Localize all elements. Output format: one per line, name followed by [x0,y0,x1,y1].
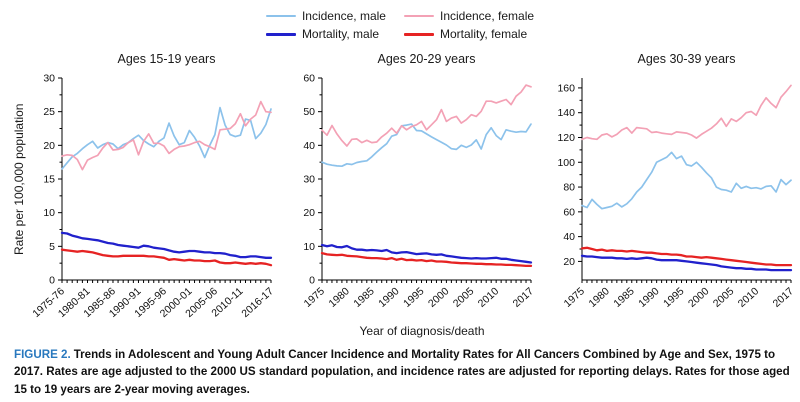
x-tick-label: 1975 [302,285,328,310]
mortality-female-line [320,251,533,268]
y-tick-label: 20 [43,140,55,152]
incidence-female-line [61,100,272,171]
y-tick-label: 120 [557,132,575,144]
x-tick-label: 1980 [326,285,352,310]
axes [318,77,532,283]
panel-title: Ages 15-19 years [117,52,216,66]
x-tick-label: 2005 [711,285,737,310]
mortality-female-line [580,246,793,267]
x-tick-label: 2000 [426,285,452,310]
x-tick-label: 2010 [736,285,762,310]
legend-item-mortality-female: Mortality, female [403,27,534,41]
y-tick-label: 0 [49,275,55,287]
axes [578,78,792,283]
x-tick-label: 1980 [586,285,612,310]
x-tick-label: 1995 [401,285,427,310]
y-tick-label: 20 [303,207,315,219]
y-tick-label: 60 [563,206,575,218]
x-axis-title: Year of diagnosis/death [359,324,485,338]
figure-label: FIGURE 2. [14,348,71,361]
x-tick-label: 2017 [771,285,797,310]
chart-legend: Incidence, male Incidence, female Mortal… [0,9,800,41]
mortality-male-line-swatch [265,32,296,36]
y-tick-label: 100 [557,157,575,169]
y-tick-label: 160 [557,82,575,94]
y-tick-label: 140 [557,107,575,119]
panel-ages-30-39: Ages 30-39 years 20 40 60 80 100 120 140 160 197… [548,52,798,322]
y-tick-label: 60 [303,73,315,85]
y-tick-label: 30 [303,174,315,186]
legend-label: Mortality, male [301,27,380,41]
mortality-female-line [60,248,273,267]
charts-row: Ages 15-19 years 0 5 10 15 20 25 30 1975-76 1980… [28,52,798,322]
x-tick-label: 2005 [451,285,477,310]
x-tick-label: 1990 [376,285,402,310]
panel-ages-15-19: Ages 15-19 years 0 5 10 15 20 25 30 1975-76 1980… [28,52,278,322]
y-tick-label: 0 [309,275,315,287]
y-tick-label: 20 [563,256,575,268]
x-tick-label: 2017 [511,285,537,310]
y-tick-label: 30 [43,73,55,85]
incidence-female-line-swatch [403,15,434,17]
mortality-male-line [580,254,793,272]
y-tick-label: 10 [303,241,315,253]
x-tick-label: 2016-17 [239,285,276,320]
axes [58,77,272,283]
figure-caption: FIGURE 2. Trends in Adolescent and Young … [14,346,792,398]
tick-labels: 0 10 20 30 40 50 60 1975 1980 1985 1990 1995 2000 200… [302,73,537,310]
x-tick-label: 1995 [661,285,687,310]
panel-title: Ages 20-29 years [377,52,476,66]
y-tick-label: 15 [43,174,55,186]
x-tick-label: 1990 [636,285,662,310]
tick-labels: 20 40 60 80 100 120 140 160 1975 1980 1985 1990 1995… [557,82,796,309]
legend-item-incidence-male: Incidence, male [265,9,386,23]
incidence-male-line-swatch [265,15,296,17]
y-tick-label: 40 [563,231,575,243]
panel-title: Ages 30-39 years [637,52,736,66]
legend-label: Incidence, male [301,9,386,23]
mortality-male-line [60,231,273,259]
chart-ages-15-19: 0510152025301975-761980-811985-861990-91… [30,73,276,321]
y-axis-title: Rate per 100,000 population [12,103,26,255]
y-tick-label: 40 [303,140,315,152]
incidence-male-line [61,106,272,170]
y-tick-label: 5 [49,241,55,253]
mortality-male-line [320,243,533,264]
x-tick-label: 2010 [476,285,502,310]
caption-text: Trends in Adolescent and Young Adult Can… [14,348,790,396]
y-tick-label: 25 [43,106,55,118]
legend-item-incidence-female: Incidence, female [403,9,535,23]
legend-label: Incidence, female [439,9,535,23]
x-tick-label: 1985 [611,285,637,310]
y-tick-label: 80 [563,182,575,194]
legend-item-mortality-male: Mortality, male [265,27,386,41]
incidence-female-line [581,84,792,141]
y-tick-label: 50 [303,106,315,118]
legend-label: Mortality, female [439,27,528,41]
panel-ages-20-29: Ages 20-29 years 0 10 20 30 40 50 60 1975 1980 19… [288,52,538,322]
mortality-female-line-swatch [403,32,434,36]
x-tick-label: 1975 [562,285,588,310]
chart-ages-20-29: 0 10 20 30 40 50 60 1975 1980 1985 1990 1995 2000 200… [302,73,537,310]
incidence-male-line [581,151,792,210]
incidence-male-line [321,123,532,168]
x-tick-label: 1985 [351,285,377,310]
incidence-female-line [321,84,532,147]
chart-ages-30-39: 20 40 60 80 100 120 140 160 1975 1980 1985 1990 1995… [557,78,796,310]
x-tick-label: 2000 [686,285,712,310]
y-tick-label: 10 [43,207,55,219]
